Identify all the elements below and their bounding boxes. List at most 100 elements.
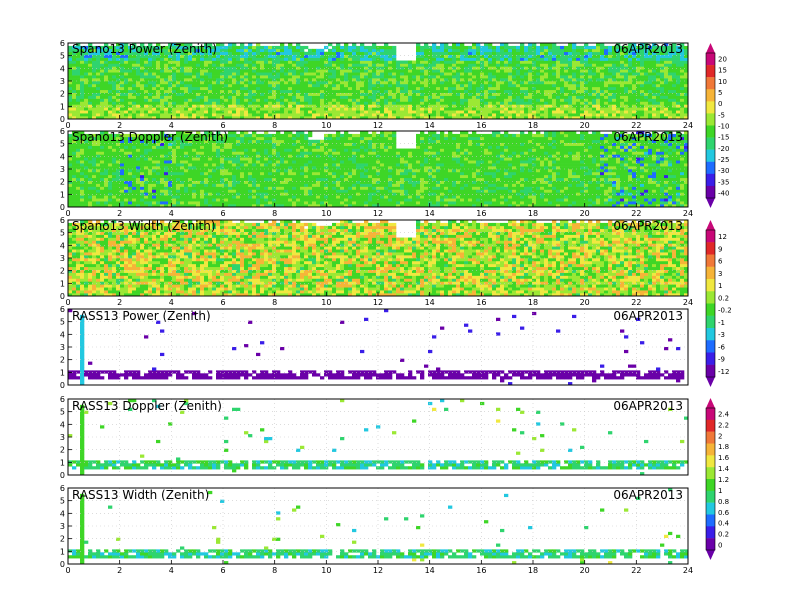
- heatmap-cell: [136, 93, 140, 96]
- heatmap-cell: [84, 69, 88, 72]
- heatmap-cell: [284, 55, 288, 58]
- heatmap-cell: [180, 160, 184, 163]
- heatmap-cell: [464, 99, 468, 102]
- heatmap-cell: [608, 66, 612, 69]
- heatmap-cell: [500, 66, 504, 69]
- heatmap-cell: [180, 163, 184, 166]
- heatmap-cell: [508, 101, 512, 104]
- heatmap-cell: [172, 175, 176, 178]
- heatmap-cell: [560, 72, 564, 75]
- heatmap-cell: [200, 110, 204, 113]
- heatmap-cell: [440, 99, 444, 102]
- heatmap-cell: [460, 69, 464, 72]
- heatmap-cell: [220, 104, 224, 107]
- heatmap-cell: [132, 146, 136, 149]
- heatmap-cell: [308, 96, 312, 99]
- heatmap-cell: [196, 87, 200, 90]
- heatmap-cell: [664, 84, 668, 87]
- heatmap-cell: [428, 101, 432, 104]
- heatmap-cell: [288, 66, 292, 69]
- heatmap-cell: [84, 201, 88, 204]
- heatmap-cell: [444, 46, 448, 49]
- heatmap-cell: [436, 110, 440, 113]
- heatmap-cell: [156, 172, 160, 175]
- heatmap-cell: [224, 198, 228, 201]
- heatmap-cell: [108, 96, 112, 99]
- heatmap-cell: [596, 110, 600, 113]
- heatmap-cell: [672, 107, 676, 110]
- heatmap-cell: [312, 107, 316, 110]
- heatmap-cell: [624, 107, 628, 110]
- heatmap-cell: [224, 184, 228, 187]
- heatmap-cell: [344, 99, 348, 102]
- heatmap-cell: [392, 58, 396, 61]
- heatmap-cell: [596, 107, 600, 110]
- heatmap-cell: [500, 75, 504, 78]
- heatmap-cell: [360, 52, 364, 55]
- heatmap-cell: [208, 99, 212, 102]
- heatmap-cell: [460, 101, 464, 104]
- heatmap-cell: [76, 66, 80, 69]
- heatmap-cell: [108, 149, 112, 152]
- heatmap-cell: [364, 90, 368, 93]
- heatmap-cell: [92, 58, 96, 61]
- heatmap-cell: [428, 99, 432, 102]
- heatmap-cell: [380, 58, 384, 61]
- heatmap-cell: [652, 110, 656, 113]
- heatmap-cell: [360, 107, 364, 110]
- heatmap-cell: [656, 58, 660, 61]
- heatmap-cell: [536, 99, 540, 102]
- heatmap-cell: [532, 90, 536, 93]
- heatmap-cell: [440, 52, 444, 55]
- heatmap-cell: [548, 72, 552, 75]
- heatmap-cell: [120, 81, 124, 84]
- heatmap-cell: [120, 151, 124, 154]
- heatmap-cell: [656, 96, 660, 99]
- heatmap-cell: [140, 90, 144, 93]
- heatmap-cell: [80, 99, 84, 102]
- heatmap-cell: [388, 61, 392, 64]
- heatmap-cell: [536, 63, 540, 66]
- heatmap-cell: [588, 49, 592, 52]
- heatmap-cell: [100, 151, 104, 154]
- heatmap-cell: [132, 58, 136, 61]
- heatmap-cell: [104, 84, 108, 87]
- heatmap-cell: [332, 84, 336, 87]
- heatmap-cell: [276, 55, 280, 58]
- heatmap-cell: [384, 61, 388, 64]
- heatmap-cell: [100, 101, 104, 104]
- heatmap-cell: [616, 61, 620, 64]
- heatmap-cell: [196, 90, 200, 93]
- heatmap-cell: [76, 99, 80, 102]
- heatmap-cell: [492, 99, 496, 102]
- heatmap-cell: [220, 55, 224, 58]
- heatmap-cell: [192, 198, 196, 201]
- heatmap-cell: [612, 87, 616, 90]
- heatmap-cell: [356, 63, 360, 66]
- heatmap-cell: [360, 96, 364, 99]
- heatmap-cell: [108, 110, 112, 113]
- heatmap-cell: [480, 101, 484, 104]
- heatmap-cell: [228, 49, 232, 52]
- heatmap-cell: [588, 52, 592, 55]
- heatmap-cell: [200, 104, 204, 107]
- heatmap-cell: [420, 63, 424, 66]
- heatmap-cell: [180, 110, 184, 113]
- heatmap-cell: [604, 90, 608, 93]
- heatmap-cell: [196, 154, 200, 157]
- heatmap-cell: [80, 63, 84, 66]
- heatmap-cell: [520, 58, 524, 61]
- heatmap-cell: [532, 72, 536, 75]
- heatmap-cell: [144, 146, 148, 149]
- heatmap-cell: [152, 163, 156, 166]
- heatmap-cell: [556, 63, 560, 66]
- heatmap-cell: [124, 69, 128, 72]
- heatmap-cell: [424, 46, 428, 49]
- heatmap-cell: [412, 113, 416, 116]
- heatmap-cell: [588, 75, 592, 78]
- heatmap-cell: [336, 75, 340, 78]
- heatmap-cell: [576, 49, 580, 52]
- heatmap-cell: [180, 175, 184, 178]
- heatmap-cell: [316, 49, 320, 52]
- heatmap-cell: [180, 75, 184, 78]
